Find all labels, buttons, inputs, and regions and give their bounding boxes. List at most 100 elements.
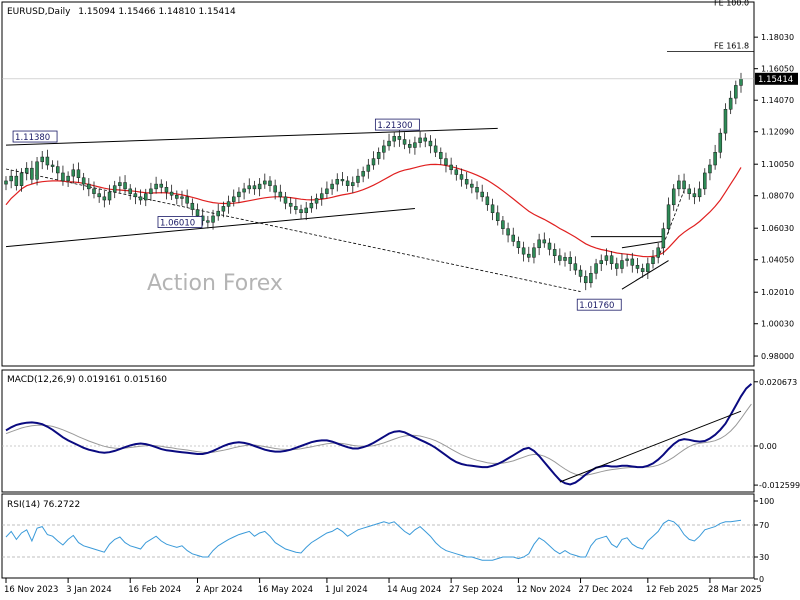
- candle-body: [646, 263, 650, 272]
- candle: [563, 252, 567, 267]
- macd-panel-frame: [1, 369, 755, 493]
- candle: [397, 130, 402, 147]
- candle-body: [630, 258, 635, 266]
- candle-body: [288, 202, 293, 207]
- candle-body: [133, 193, 138, 198]
- candle: [56, 160, 60, 181]
- candle: [50, 160, 55, 173]
- candle-body: [278, 191, 283, 198]
- candle: [335, 173, 340, 192]
- candle: [547, 238, 552, 256]
- candle-body: [677, 180, 681, 190]
- candle: [661, 222, 666, 256]
- candle-body: [50, 164, 55, 167]
- macd-tick-label: 0.020673: [759, 378, 797, 387]
- candle-body: [102, 196, 107, 201]
- candle-body: [30, 167, 34, 180]
- candle-body: [231, 196, 236, 202]
- candle: [314, 193, 319, 210]
- candle: [24, 162, 29, 181]
- price-label: 1.06010: [160, 219, 195, 229]
- candle-body: [61, 172, 65, 182]
- candle: [216, 203, 220, 221]
- candle: [418, 130, 422, 148]
- candle: [464, 172, 469, 189]
- candle-body: [123, 182, 127, 190]
- candle: [413, 136, 417, 155]
- candle-body: [252, 185, 257, 190]
- candle: [288, 197, 293, 214]
- candle-body: [247, 185, 252, 190]
- candle-body: [532, 247, 536, 258]
- moving-average: [5, 163, 742, 258]
- candle: [154, 176, 158, 194]
- x-tick-label: 12 Nov 2024: [516, 585, 570, 595]
- candle: [630, 252, 635, 273]
- candle: [651, 250, 655, 269]
- trendlines: [5, 127, 685, 292]
- candle: [625, 254, 629, 267]
- candle: [340, 172, 345, 186]
- y-tick-label: 1.02010: [761, 288, 794, 297]
- price-panel: Action Forex EURUSD,Daily 1.15094 1.1546…: [1, 0, 798, 367]
- candle: [4, 176, 8, 191]
- candle: [449, 157, 453, 175]
- candle: [71, 163, 76, 184]
- candle: [728, 90, 733, 115]
- price-label-box: [157, 216, 203, 228]
- x-tick-label: 14 Aug 2024: [387, 585, 441, 595]
- candle-body: [454, 169, 459, 175]
- candle: [470, 179, 474, 194]
- candle: [687, 184, 691, 200]
- candle-body: [625, 258, 629, 261]
- candle-body: [490, 204, 495, 214]
- candle-body: [56, 166, 60, 174]
- candle: [81, 172, 86, 191]
- candle: [568, 251, 572, 272]
- falling-dashed-line: [5, 168, 581, 292]
- candle-body: [583, 276, 588, 284]
- candle: [361, 166, 365, 183]
- price-label-box: [374, 118, 420, 131]
- candle: [97, 188, 101, 203]
- candle-body: [449, 164, 453, 171]
- candle: [734, 80, 738, 105]
- candle: [615, 257, 619, 276]
- candle: [480, 184, 484, 202]
- candle: [552, 243, 557, 264]
- candle: [423, 133, 428, 148]
- candle: [558, 248, 562, 266]
- rsi-tick-label: 0: [759, 575, 764, 584]
- candle-body: [9, 175, 13, 182]
- candle-body: [257, 183, 262, 190]
- candle-body: [485, 196, 490, 206]
- candle-body: [309, 202, 314, 209]
- candle: [45, 149, 50, 170]
- candle: [309, 195, 314, 213]
- candle: [30, 160, 34, 185]
- candle-body: [495, 212, 500, 221]
- candle: [345, 176, 350, 192]
- signal-line: [5, 403, 752, 476]
- candle-body: [687, 188, 691, 194]
- y-tick-label: 1.00030: [761, 320, 794, 329]
- x-tick-label: 16 Nov 2023: [4, 585, 58, 595]
- candle: [252, 180, 257, 195]
- candle: [133, 187, 138, 205]
- candle-body: [697, 188, 702, 198]
- candle: [138, 189, 143, 205]
- candle: [516, 236, 521, 254]
- x-tick-label: 27 Sep 2024: [449, 585, 503, 595]
- candle: [371, 151, 376, 170]
- candles: [4, 72, 743, 291]
- candle-body: [242, 188, 246, 193]
- candle-body: [552, 249, 557, 256]
- candle-body: [366, 164, 371, 172]
- candle-body: [195, 209, 200, 217]
- current-price: 1.15414: [2, 72, 798, 85]
- candle: [407, 139, 412, 154]
- candle: [723, 103, 728, 141]
- candle-body: [542, 239, 547, 244]
- candle-body: [397, 136, 402, 140]
